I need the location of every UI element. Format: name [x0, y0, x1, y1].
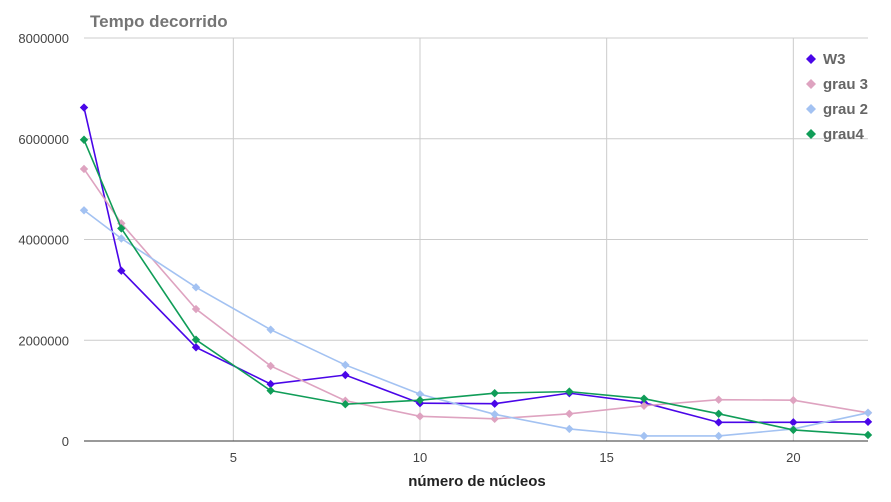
data-point-marker	[191, 335, 201, 344]
data-point-marker	[266, 379, 275, 389]
data-point-marker	[415, 412, 425, 421]
data-point-marker	[565, 409, 574, 418]
data-point-marker	[789, 418, 798, 427]
series-line	[83, 107, 869, 424]
legend-marker-icon	[806, 79, 816, 89]
legend[interactable]: W3 grau 3 grau 2 grau4	[806, 51, 868, 143]
data-point-marker	[863, 417, 873, 427]
y-tick-label: 4000000	[18, 233, 69, 248]
legend-marker-icon	[806, 129, 816, 139]
data-point-marker	[266, 386, 275, 395]
series-w3	[79, 103, 873, 427]
gridlines	[84, 37, 868, 441]
data-point-marker	[191, 343, 201, 352]
legend-label: grau 3	[823, 76, 868, 93]
legend-label: grau4	[823, 126, 865, 143]
data-point-marker	[341, 360, 350, 370]
data-point-marker	[79, 164, 89, 174]
data-point-marker	[639, 401, 649, 410]
series-layer	[79, 103, 873, 441]
x-tick-label: 10	[413, 450, 427, 465]
data-point-marker	[714, 431, 723, 441]
series-line	[83, 168, 869, 420]
data-point-marker	[191, 283, 201, 292]
legend-marker-icon	[806, 54, 816, 64]
data-point-marker	[341, 400, 350, 409]
data-point-marker	[565, 387, 574, 396]
series-grau-2	[79, 206, 873, 441]
y-tick-label: 0	[62, 434, 69, 449]
legend-item[interactable]: grau 3	[806, 76, 868, 93]
data-point-marker	[490, 414, 499, 424]
data-point-marker	[79, 103, 89, 112]
series-grau4	[79, 135, 873, 440]
data-point-marker	[79, 135, 89, 144]
legend-item[interactable]: grau4	[806, 126, 865, 143]
x-tick-label: 5	[230, 450, 237, 465]
data-point-marker	[789, 395, 798, 405]
y-tick-label: 6000000	[18, 132, 69, 147]
data-point-marker	[117, 266, 126, 275]
x-axis-ticks: 5 10 15 20	[230, 450, 801, 465]
x-tick-label: 20	[786, 450, 800, 465]
chart-title: Tempo decorrido	[90, 12, 228, 31]
data-point-marker	[415, 395, 425, 405]
x-tick-label: 15	[599, 450, 613, 465]
data-point-marker	[117, 234, 126, 243]
data-point-marker	[639, 431, 649, 441]
data-point-marker	[789, 425, 798, 435]
data-point-marker	[490, 388, 499, 398]
data-point-marker	[714, 418, 723, 427]
series-line	[83, 139, 869, 436]
x-axis-label: número de núcleos	[408, 473, 546, 490]
data-point-marker	[639, 394, 649, 403]
data-point-marker	[565, 424, 574, 434]
series-grau-3	[79, 164, 873, 424]
y-tick-label: 8000000	[18, 31, 69, 46]
data-point-marker	[863, 408, 873, 417]
data-point-marker	[490, 410, 499, 419]
legend-label: W3	[823, 51, 846, 68]
legend-marker-icon	[806, 104, 816, 114]
data-point-marker	[79, 206, 89, 215]
series-line	[83, 209, 869, 437]
y-tick-label: 2000000	[18, 333, 69, 348]
y-axis-ticks: 0 2000000 4000000 6000000 8000000	[18, 31, 69, 449]
data-point-marker	[415, 389, 425, 399]
data-point-marker	[863, 430, 873, 440]
data-point-marker	[714, 395, 723, 404]
data-point-marker	[117, 224, 126, 233]
data-point-marker	[266, 361, 275, 371]
data-point-marker	[490, 399, 499, 408]
data-point-marker	[341, 370, 350, 380]
data-point-marker	[266, 325, 275, 334]
legend-item[interactable]: grau 2	[806, 101, 868, 118]
legend-item[interactable]: W3	[806, 51, 846, 68]
legend-label: grau 2	[823, 101, 868, 118]
data-point-marker	[714, 409, 723, 418]
data-point-marker	[191, 304, 201, 314]
